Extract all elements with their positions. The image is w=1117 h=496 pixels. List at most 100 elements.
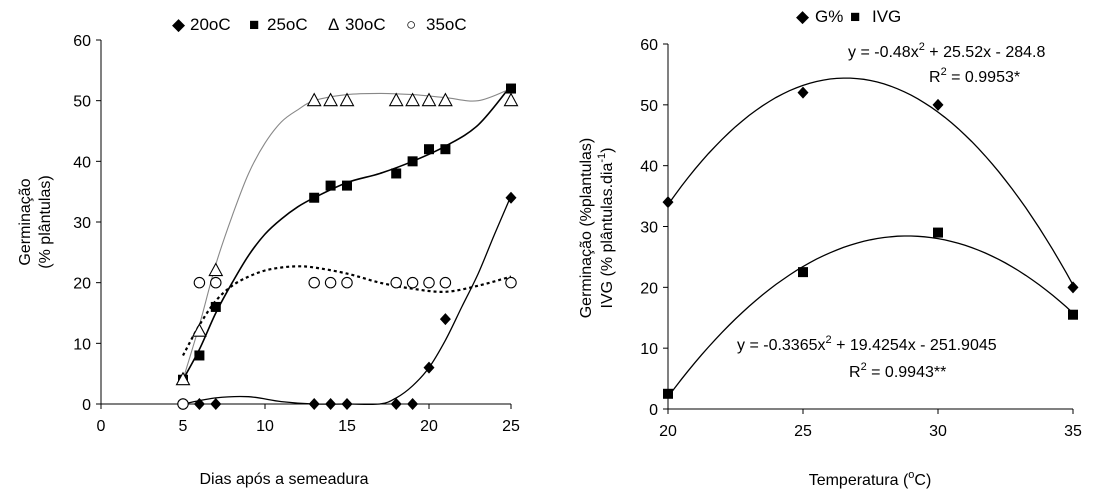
data-point-35oC: [505, 276, 517, 289]
x-tick-label: 30: [929, 423, 947, 440]
legend-35oC-marker: ○: [406, 15, 416, 34]
legend-g-percent-label: G%: [815, 7, 843, 26]
g-percent-equation: y = -0.48x2 + 25.52x - 284.8: [848, 41, 1045, 61]
germination-by-temperature-chart: 0 10 20 30 40 50 60 20 25 30 35 ◆ G% ■ IVG y = -0…: [578, 7, 1082, 489]
data-point-25oC: [210, 301, 221, 312]
legend-20oC-marker: ◆: [172, 15, 186, 34]
data-point-30oC: [388, 92, 404, 107]
data-point-20oC: [390, 398, 402, 410]
right-axes: [667, 44, 1073, 410]
data-point-20oC: [193, 398, 205, 410]
data-point-35oC: [390, 276, 402, 289]
legend-25oC-marker: ■: [249, 15, 259, 34]
data-point-G%: [932, 98, 944, 111]
data-point-IVG: [1068, 309, 1078, 320]
data-point-IVG: [663, 388, 673, 399]
legend-g-percent-marker: ◆: [796, 7, 810, 26]
germination-by-day-chart: 0 10 20 30 40 50 60 0 5 10 15 20 25 ◆ 20oC ■ 25oC Δ…: [17, 15, 520, 488]
x-tick-label: 20: [420, 418, 438, 435]
right-y-axis-label-line1: Germinação (%plantulas): [578, 138, 595, 319]
y-tick-label: 10: [73, 336, 91, 353]
data-point-30oC: [421, 92, 437, 107]
legend-25oC-label: 25oC: [267, 15, 308, 34]
right-data-points: [662, 86, 1079, 399]
data-point-G%: [1067, 281, 1079, 294]
data-point-20oC: [439, 313, 451, 326]
x-tick-label: 25: [794, 423, 812, 440]
y-tick-label: 20: [640, 280, 658, 297]
g-percent-r2: R2 = 0.9953*: [929, 66, 1020, 86]
data-point-35oC: [210, 276, 222, 289]
trend-line-35oC: [182, 265, 512, 357]
y-tick-label: 30: [73, 215, 91, 232]
y-tick-label: 0: [649, 402, 658, 419]
data-point-35oC: [406, 276, 419, 289]
x-tick-label: 15: [338, 418, 356, 435]
legend-30oC-marker: Δ: [328, 15, 339, 34]
right-x-axis-label: Temperatura (oC): [809, 469, 932, 489]
data-point-25oC: [506, 83, 516, 94]
data-point-35oC: [423, 276, 435, 289]
legend-30oC-label: 30oC: [345, 15, 386, 34]
data-point-25oC: [309, 192, 320, 203]
y-tick-label: 40: [640, 159, 658, 176]
data-point-30oC: [208, 262, 224, 277]
data-point-35oC: [308, 276, 320, 289]
data-point-30oC: [503, 92, 519, 107]
right-fit-curves: [667, 77, 1074, 398]
data-point-25oC: [391, 168, 402, 179]
ivg-r2: R2 = 0.9943**: [849, 361, 946, 381]
fit-curve-G%: [667, 77, 1074, 286]
data-point-25oC: [440, 144, 451, 155]
x-tick-label: 20: [659, 423, 677, 440]
legend-35oC-label: 35oC: [426, 15, 467, 34]
x-tick-label: 5: [179, 418, 188, 435]
left-x-ticks: 0 5 10 15 20 25: [97, 404, 520, 435]
trend-line-30oC: [182, 87, 512, 380]
left-y-axis-label-line2: (% plântulas): [37, 175, 54, 268]
left-data-points: [175, 83, 519, 410]
x-tick-label: 0: [97, 418, 106, 435]
legend-20oC-label: 20oC: [190, 15, 231, 34]
data-point-30oC: [306, 92, 322, 107]
x-tick-label: 25: [502, 418, 520, 435]
data-point-35oC: [439, 276, 452, 289]
data-point-30oC: [323, 92, 339, 107]
y-tick-label: 50: [73, 94, 91, 111]
data-point-25oC: [194, 350, 205, 361]
right-y-axis-label-line2: IVG (% plântulas.dia-1): [596, 148, 616, 309]
data-point-25oC: [407, 156, 418, 167]
data-point-20oC: [505, 191, 517, 204]
right-x-ticks: 20 25 30 35: [659, 409, 1082, 440]
trend-line-25oC: [182, 84, 512, 381]
data-point-30oC: [405, 92, 421, 107]
data-point-35oC: [341, 276, 353, 289]
data-point-IVG: [798, 267, 808, 278]
data-point-IVG: [933, 227, 943, 238]
left-y-ticks: 0 10 20 30 40 50 60: [73, 33, 101, 414]
left-axes: [100, 40, 511, 405]
data-point-30oC: [175, 371, 191, 386]
y-tick-label: 10: [640, 341, 658, 358]
data-point-20oC: [308, 398, 320, 410]
right-y-ticks: 0 10 20 30 40 50 60: [640, 37, 668, 419]
data-point-25oC: [325, 180, 336, 191]
y-tick-label: 50: [640, 98, 658, 115]
data-point-25oC: [342, 180, 352, 191]
data-point-20oC: [325, 398, 337, 410]
data-point-G%: [797, 86, 809, 99]
left-y-axis-label-line1: Germinação: [17, 178, 34, 265]
data-point-20oC: [407, 398, 419, 410]
data-point-35oC: [193, 276, 206, 289]
data-point-20oC: [341, 398, 353, 410]
y-tick-label: 60: [73, 33, 91, 50]
data-point-30oC: [191, 323, 207, 337]
data-point-35oC: [177, 398, 189, 410]
y-tick-label: 60: [640, 37, 658, 54]
data-point-30oC: [437, 92, 453, 107]
y-tick-label: 30: [640, 220, 658, 237]
x-tick-label: 35: [1064, 423, 1082, 440]
data-point-25oC: [424, 144, 434, 155]
y-tick-label: 40: [73, 154, 91, 171]
